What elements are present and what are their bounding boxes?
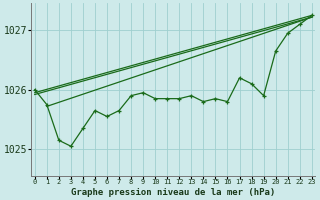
X-axis label: Graphe pression niveau de la mer (hPa): Graphe pression niveau de la mer (hPa)	[71, 188, 276, 197]
